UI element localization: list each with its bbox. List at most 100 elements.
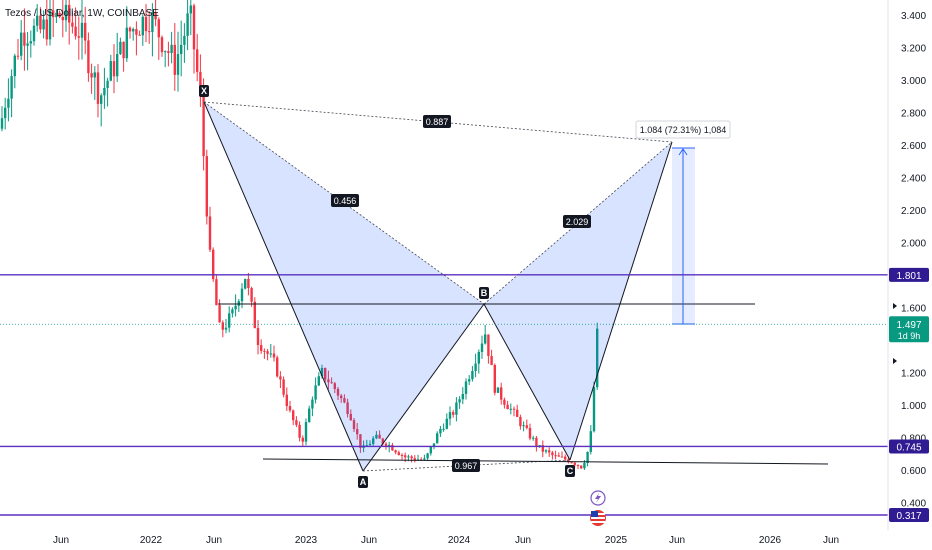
candle-body (464, 381, 468, 394)
candle-body (224, 327, 228, 330)
candle-body (29, 41, 32, 44)
candle-body (308, 408, 311, 423)
price-tick-label: 1.200 (901, 369, 926, 380)
candle-body (269, 353, 272, 355)
candle-body (192, 5, 196, 50)
candle-body (116, 54, 119, 77)
time-tick-label: 2025 (605, 535, 628, 546)
candle-body (45, 19, 48, 40)
flash-icon[interactable] (590, 490, 606, 506)
candle-body (320, 367, 324, 377)
candle-body (378, 434, 381, 439)
pattern-triangle-xab (204, 102, 484, 471)
price-tick-label: 2.000 (901, 239, 926, 250)
candle-body (330, 382, 333, 384)
ratio-badge (331, 194, 359, 207)
pattern-point-c[interactable] (565, 465, 575, 477)
candle-body (36, 15, 39, 26)
candle-body (596, 328, 599, 388)
candle-body (413, 458, 416, 461)
candle-body (407, 456, 410, 458)
candle-body (154, 12, 157, 20)
candle-body (340, 395, 343, 399)
candle-body (580, 465, 583, 469)
candle-body (167, 51, 170, 54)
candle-body (215, 279, 218, 306)
candle-body (455, 402, 458, 415)
candle-body (272, 353, 276, 358)
candle-body (301, 437, 304, 442)
candle-body (234, 305, 237, 310)
candle-body (304, 422, 308, 442)
candle-body (132, 29, 135, 32)
candle-body (58, 12, 61, 17)
candle-body (39, 15, 42, 30)
candle-body (202, 95, 205, 157)
price-tick-label: 3.400 (901, 11, 926, 22)
ratio-label: 2.029 (566, 217, 589, 227)
candle-body (55, 12, 58, 18)
us-flag-icon[interactable] (590, 510, 606, 526)
candle-body (404, 455, 407, 458)
candle-body (452, 412, 455, 415)
candle-body (541, 445, 544, 452)
horizontal-lines[interactable] (0, 274, 888, 516)
candle-body (68, 4, 71, 23)
candle-body (26, 43, 29, 46)
pattern-point-label: X (201, 86, 207, 96)
trend-line[interactable] (262, 458, 829, 465)
candle-body (423, 458, 426, 460)
candle-body (359, 434, 362, 448)
candle-body (266, 351, 269, 354)
candle-body (458, 399, 461, 403)
candle-body (368, 443, 372, 446)
candle-body (240, 288, 244, 302)
candle-body (420, 459, 423, 461)
candle-body (356, 429, 359, 435)
candle-body (381, 438, 384, 444)
harmonic-pattern[interactable] (203, 101, 829, 472)
pattern-point-x[interactable] (199, 85, 209, 97)
price-axis[interactable]: 3.400 3.200 3.000 2.800 2.600 2.400 2.200 2.000… (887, 0, 929, 530)
pattern-leg (203, 101, 364, 472)
candle-body (480, 343, 484, 352)
candle-body (196, 49, 199, 72)
candle-body (247, 278, 250, 289)
candle-body (125, 27, 128, 59)
ratio-label: 0.887 (426, 117, 449, 127)
candle-body (103, 87, 106, 96)
candle-body (538, 445, 541, 447)
candle-body (90, 73, 93, 78)
candle-body (13, 55, 16, 77)
price-tick-label: 1.000 (901, 401, 926, 412)
candle-body (20, 32, 23, 56)
candle-body (544, 450, 548, 452)
pattern-triangle-bcd (484, 142, 672, 460)
candle-body (135, 29, 138, 35)
candle-body (500, 387, 503, 400)
candle-body (122, 41, 125, 59)
candle-body (74, 26, 77, 37)
candle-body (141, 16, 144, 36)
candle-body (100, 95, 103, 104)
measure-arrowhead (678, 148, 688, 156)
time-tick-label: Jun (206, 535, 222, 546)
candle-body (512, 408, 516, 410)
horizontal-line-badge (889, 267, 929, 282)
candle-body (551, 452, 554, 456)
candle-body (573, 462, 576, 465)
pattern-point-b[interactable] (479, 287, 489, 299)
candle-body (112, 61, 116, 77)
time-tick-label: Jun (53, 535, 69, 546)
candle-body (416, 459, 420, 461)
pattern-leg (362, 303, 485, 472)
candle-body (16, 55, 20, 57)
candle-body (346, 402, 349, 414)
price-tick-label: 2.200 (901, 206, 926, 217)
time-axis[interactable]: Jun 2022 Jun 2023 Jun 2024 Jun 2025 Jun 2026 Jun (53, 535, 839, 546)
price-tick-label: 3.200 (901, 44, 926, 55)
pattern-point-a[interactable] (358, 476, 368, 488)
candle-body (186, 13, 189, 36)
candle-body (484, 334, 487, 344)
